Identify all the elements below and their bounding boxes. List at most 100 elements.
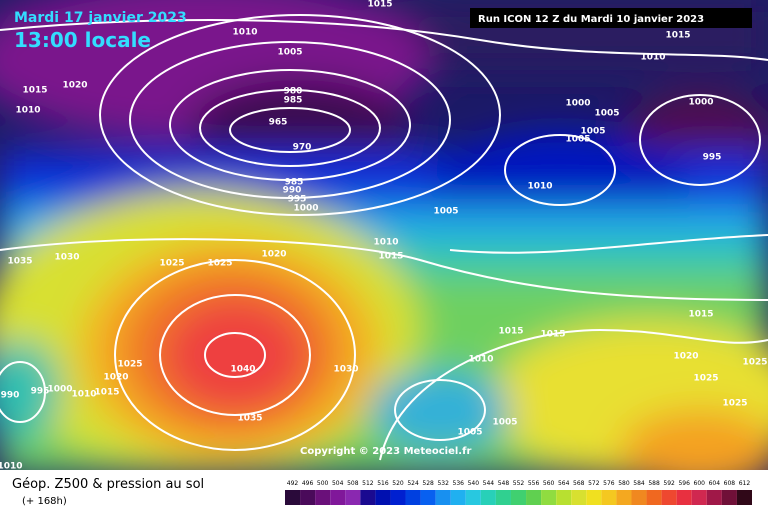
scale-label: 612 [739,480,751,487]
scale-label: 524 [407,480,419,487]
isobar-label: 970 [293,143,312,153]
scale-label: 512 [362,480,374,487]
scale-label: 496 [302,480,314,487]
isobar-label: 1020 [673,352,698,362]
date: Mardi 17 janvier 2023 [14,10,187,26]
scale-swatch [480,490,496,505]
scale-swatch [315,490,331,505]
scale-label: 556 [528,480,540,487]
scale-label: 504 [332,480,344,487]
isobar-label: 1010 [527,182,552,192]
isobar-label: 995 [31,387,50,397]
scale-label: 608 [724,480,736,487]
scale-swatch [691,490,707,505]
scale-swatch [465,490,481,505]
isobar-label: 1015 [540,330,565,340]
map-area: 1015101010051020101510109809859659709859… [0,0,768,470]
scale-label: 520 [392,480,404,487]
isobar-label: 980 [284,87,303,97]
isobar-label: 990 [283,186,302,196]
isobar-label: 1005 [580,127,605,137]
isobar-label: 1010 [15,106,40,116]
scale-label: 508 [347,480,359,487]
scale-label: 592 [663,480,675,487]
isobar-label: 965 [269,118,288,128]
isobar-label: 1035 [237,414,262,424]
isobar-label: 1000 [47,385,72,395]
scale-label: 584 [633,480,645,487]
scale-swatch [676,490,692,505]
isobar-label: 985 [284,96,303,106]
scale-label: 516 [377,480,389,487]
isobar-label: 1005 [594,109,619,119]
isobar-label: 1015 [378,252,403,262]
scale-swatch [586,490,602,505]
isobar-label: 990 [1,391,20,401]
isobar-label: 1015 [688,310,713,320]
scale-swatch [631,490,647,505]
scale-swatch [390,490,406,505]
scale-label: 580 [618,480,630,487]
isobar-label: 1015 [498,327,523,337]
scale-swatch [721,490,737,505]
isobar-label: 1015 [94,388,119,398]
isobar-label: 1005 [492,418,517,428]
isobar-label: 995 [703,153,722,163]
isobar-label: 1005 [457,428,482,438]
scale-swatch [375,490,391,505]
isobar-label: 1005 [565,135,590,145]
isobar-label: 1025 [742,358,767,368]
isobar-label: 995 [288,195,307,205]
scale-label: 564 [558,480,570,487]
scale-label: 568 [573,480,585,487]
run-info: Run ICON 12 Z du Mardi 10 janvier 2023 [478,14,704,25]
legend-title: Géop. Z500 & pression au sol [12,477,204,492]
scale-label: 596 [678,480,690,487]
scale-swatch [541,490,557,505]
scale-swatch [706,490,722,505]
isobar-label: 1005 [277,48,302,58]
isobar-label: 1010 [71,390,96,400]
scale-label: 532 [437,480,449,487]
isobars [0,14,768,461]
scale-swatch [420,490,436,505]
isobar-label: 1020 [103,373,128,383]
isobar-label: 1025 [207,259,232,269]
isobar-label: 1030 [54,253,79,263]
scale-swatch [556,490,572,505]
scale-label: 548 [498,480,510,487]
scale-label: 536 [453,480,465,487]
isobar-label: 1025 [117,360,142,370]
isobar-label: 985 [285,178,304,188]
scale-swatch [661,490,677,505]
isobar-label: 1030 [333,365,358,375]
isobar-label: 1015 [665,31,690,41]
isobar-label: 1015 [367,0,392,10]
isobar-label: 1040 [230,365,255,375]
isobar-label: 1035 [7,257,32,267]
local-time: 13:00 locale [14,28,151,52]
scale-swatch [435,490,451,505]
isobar-label: 1005 [433,207,458,217]
scale-swatch [405,490,421,505]
isobar-labels: 1015101010051020101510109809859659709859… [0,0,768,470]
copyright: Copyright © 2023 Meteociel.fr [300,446,471,457]
isobar-label: 1015 [22,86,47,96]
scale-swatch [510,490,527,505]
scale-label: 572 [588,480,600,487]
scale-swatch [345,490,361,505]
scale-label: 492 [287,480,299,487]
scale-swatch [646,490,662,505]
scale-swatch [360,490,376,505]
isobar-label: 1025 [159,259,184,269]
scale-swatch [285,490,301,505]
scale-label: 576 [603,480,615,487]
legend-subtitle: (+ 168h) [22,496,67,507]
isobar-label: 1020 [261,250,286,260]
scale-label: 552 [513,480,525,487]
scale-label: 500 [317,480,329,487]
scale-swatch [736,490,752,505]
isobar-label: 1000 [293,204,318,214]
isobar-label: 1010 [373,238,398,248]
